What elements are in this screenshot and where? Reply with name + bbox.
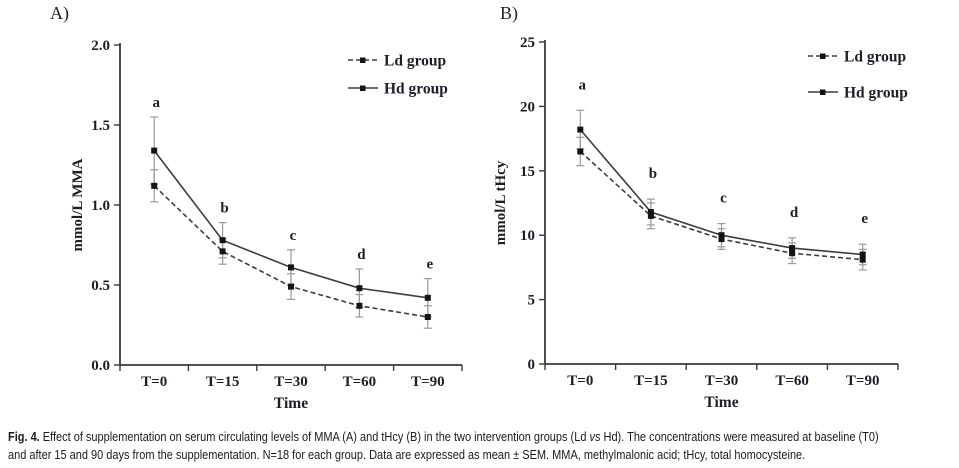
- data-point-marker: [356, 285, 363, 292]
- legend-marker: [360, 57, 366, 63]
- y-tick-label: 5: [528, 293, 536, 309]
- y-tick-label: 2.0: [91, 38, 110, 54]
- chart-panel-a-mma: a b c d e 0.0 0.5 1.0 1.5 2.0 T=0 T=15 T=30 T=60 T=90 T…: [70, 38, 463, 412]
- x-tick-label: T=90: [846, 373, 880, 389]
- caption-line1-text: Effect of supplementation on serum circu…: [39, 430, 590, 444]
- data-point-marker: [789, 250, 796, 257]
- significance-letter: c: [290, 228, 297, 244]
- data-point-marker: [288, 264, 294, 271]
- data-point-marker: [356, 302, 363, 309]
- significance-letter: b: [220, 201, 228, 217]
- panel-b-label: B): [500, 3, 518, 23]
- significance-letter: c: [720, 191, 727, 207]
- data-point-marker: [577, 148, 584, 155]
- x-tick-label: T=30: [705, 373, 739, 389]
- legend-label: Hd group: [384, 81, 448, 98]
- x-axis-title: Time: [704, 394, 738, 411]
- caption-vs-italic: vs: [589, 430, 601, 444]
- significance-letter: d: [357, 247, 366, 263]
- panel-a-label: A): [50, 3, 69, 23]
- significance-letter: a: [152, 95, 160, 111]
- data-point-marker: [219, 248, 226, 255]
- legend-marker: [360, 85, 366, 91]
- x-tick-label: T=60: [775, 373, 809, 389]
- y-tick-label: 1.0: [91, 198, 110, 214]
- caption-line-2: and after 15 and 90 days from the supple…: [8, 447, 806, 462]
- data-point-marker: [647, 209, 654, 216]
- data-point-marker: [219, 237, 226, 244]
- y-tick-label: 10: [520, 228, 535, 244]
- significance-letter: a: [579, 77, 587, 93]
- significance-letter: d: [790, 205, 799, 221]
- y-tick-label: 0.5: [91, 278, 110, 294]
- x-tick-label: T=60: [343, 374, 377, 390]
- data-point-marker: [718, 232, 725, 239]
- x-tick-label: T=15: [634, 373, 668, 389]
- significance-letter: e: [861, 211, 868, 227]
- legend-marker: [820, 89, 826, 95]
- x-tick-label: T=0: [567, 373, 593, 389]
- x-tick-label: T=0: [141, 374, 167, 390]
- data-point-marker: [647, 212, 654, 219]
- y-tick-label: 20: [520, 99, 535, 115]
- significance-letter: b: [649, 166, 657, 182]
- legend-label: Hd group: [844, 85, 908, 102]
- y-tick-label: 0.0: [91, 358, 110, 374]
- data-point-marker: [859, 256, 866, 263]
- y-axis-title: mmol/L tHcy: [493, 160, 509, 245]
- data-point-marker: [424, 294, 431, 301]
- data-point-marker: [577, 126, 584, 133]
- significance-letter: e: [426, 257, 433, 273]
- data-point-marker: [151, 182, 158, 189]
- x-axis-title: Time: [274, 395, 308, 412]
- x-tick-label: T=15: [206, 374, 240, 390]
- legend-label: Ld group: [384, 53, 446, 70]
- legend-marker: [820, 53, 826, 59]
- data-point-marker: [789, 245, 796, 252]
- x-tick-label: T=30: [274, 374, 308, 390]
- figure-caption: Fig. 4. Effect of supplementation on ser…: [8, 429, 958, 464]
- y-tick-label: 1.5: [91, 118, 110, 134]
- y-tick-label: 15: [520, 164, 535, 180]
- data-point-marker: [859, 251, 866, 258]
- data-point-marker: [718, 236, 725, 243]
- data-point-marker: [151, 147, 158, 154]
- data-point-marker: [424, 314, 431, 320]
- caption-line-1: Fig. 4. Effect of supplementation on ser…: [8, 429, 958, 447]
- x-tick-label: T=90: [411, 374, 445, 390]
- y-tick-label: 0: [528, 357, 536, 373]
- caption-line1-text-end: Hd). The concentrations were measured at…: [600, 430, 879, 444]
- legend-label: Ld group: [844, 49, 906, 66]
- data-point-marker: [288, 283, 294, 290]
- caption-figure-label: Fig. 4.: [8, 430, 40, 444]
- y-axis-title: mmol/L MMA: [70, 158, 86, 251]
- chart-panel-b-thcy: a b c d e 0 5 10 15 20 25 T=0 T=15 T=30 T=60 T=90 Time mm…: [493, 35, 908, 411]
- y-tick-label: 25: [520, 35, 535, 51]
